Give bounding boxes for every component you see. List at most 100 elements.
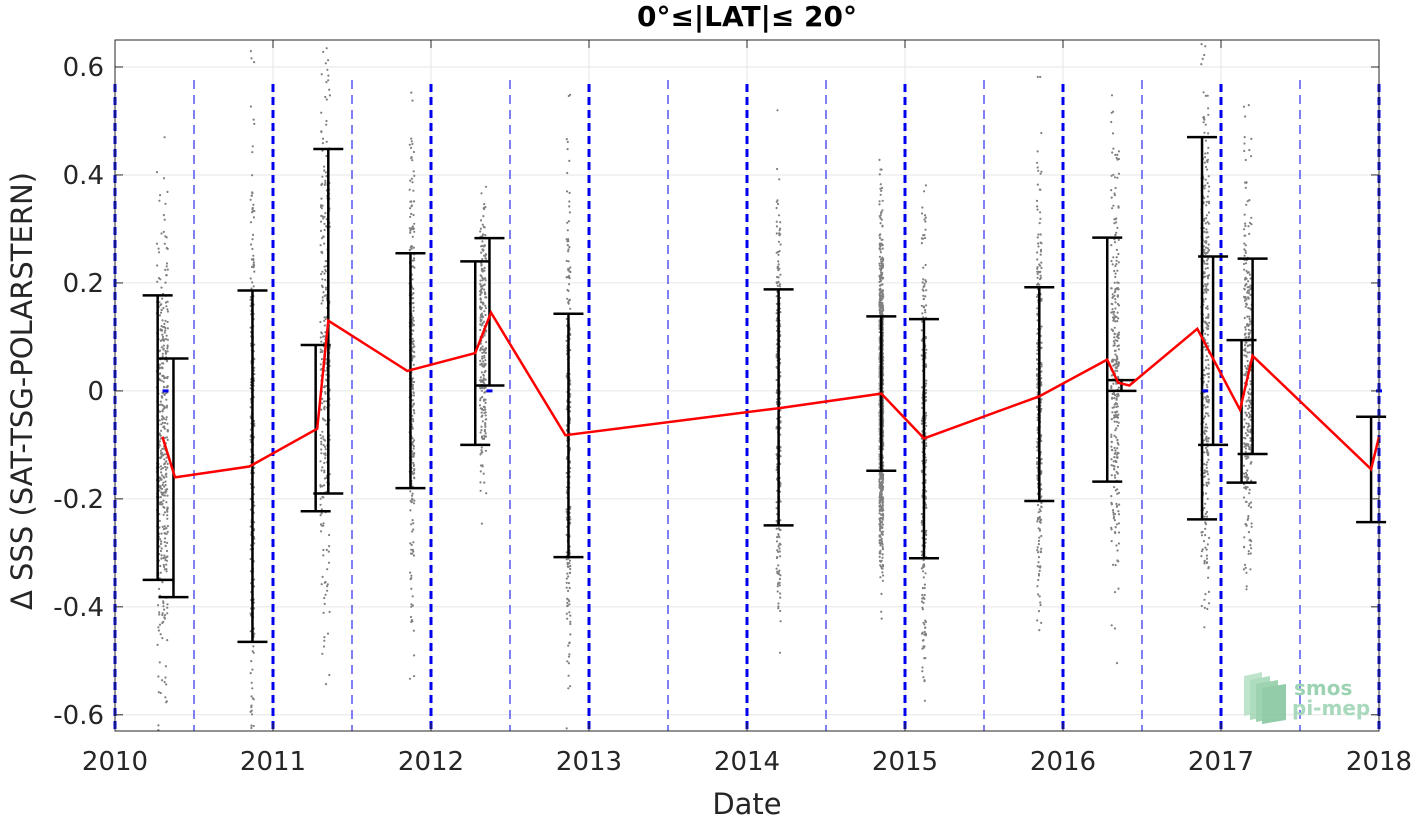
data-point xyxy=(157,724,160,727)
data-point xyxy=(1112,513,1115,516)
data-point xyxy=(1205,262,1209,265)
data-point xyxy=(480,251,483,254)
data-point xyxy=(250,287,253,290)
data-point xyxy=(481,223,484,226)
data-point xyxy=(1205,463,1208,466)
data-point xyxy=(924,220,927,223)
data-point xyxy=(565,581,568,584)
y-tick-label: 0.4 xyxy=(63,161,104,191)
data-point xyxy=(159,485,162,488)
data-point xyxy=(1244,251,1247,254)
data-point xyxy=(1205,355,1208,358)
data-point xyxy=(165,700,168,703)
data-point xyxy=(1247,104,1250,107)
data-point xyxy=(1206,305,1209,308)
data-point xyxy=(1113,486,1116,489)
data-point xyxy=(482,405,485,408)
data-point xyxy=(480,312,484,315)
data-point xyxy=(565,508,568,511)
data-point xyxy=(1246,351,1249,354)
data-point xyxy=(410,500,413,504)
data-point xyxy=(484,279,487,282)
data-point xyxy=(878,200,881,203)
data-point xyxy=(250,706,253,709)
data-point xyxy=(320,358,323,361)
data-point xyxy=(923,583,927,586)
data-point xyxy=(157,675,160,678)
data-point xyxy=(1243,149,1246,153)
data-point xyxy=(166,350,169,353)
data-point xyxy=(1248,315,1251,318)
data-point xyxy=(778,285,781,288)
data-point xyxy=(1117,421,1120,424)
data-point xyxy=(921,587,925,590)
data-point xyxy=(322,342,326,345)
data-point xyxy=(319,530,323,533)
data-point xyxy=(410,137,413,140)
data-point xyxy=(1036,619,1039,622)
data-point xyxy=(479,219,483,222)
data-point xyxy=(1115,427,1118,430)
data-point xyxy=(1116,302,1120,306)
data-point xyxy=(413,468,416,471)
data-point xyxy=(411,387,415,391)
data-point xyxy=(479,376,482,379)
data-point xyxy=(569,266,572,269)
data-point xyxy=(483,266,486,269)
data-point xyxy=(1113,452,1116,455)
data-point xyxy=(250,681,253,684)
data-point xyxy=(776,585,779,588)
data-point xyxy=(777,605,780,608)
data-point xyxy=(1036,460,1039,463)
data-point xyxy=(412,629,415,632)
data-point xyxy=(775,220,778,223)
data-point xyxy=(483,269,486,272)
data-point xyxy=(1205,236,1208,239)
data-point xyxy=(162,494,165,497)
data-point xyxy=(157,626,160,629)
data-point xyxy=(878,284,882,287)
data-point xyxy=(924,335,927,339)
data-point xyxy=(412,550,415,553)
data-point xyxy=(565,586,568,589)
data-point xyxy=(1247,443,1250,446)
data-point xyxy=(321,466,324,469)
data-point xyxy=(319,348,322,351)
data-point xyxy=(1115,221,1118,224)
data-point xyxy=(161,466,164,470)
data-point xyxy=(1202,373,1205,376)
data-point xyxy=(324,288,328,291)
data-point xyxy=(1204,492,1208,495)
data-point xyxy=(166,247,169,250)
data-point xyxy=(1040,407,1043,410)
data-point xyxy=(1205,316,1208,319)
data-point xyxy=(1205,383,1208,386)
data-point xyxy=(922,621,925,624)
error-bars xyxy=(142,135,1387,644)
data-point xyxy=(566,140,569,143)
data-point xyxy=(565,259,568,263)
data-point xyxy=(881,530,885,533)
data-point xyxy=(880,610,883,613)
data-point xyxy=(319,460,322,463)
data-point xyxy=(1039,75,1042,79)
data-point xyxy=(879,521,882,524)
data-point xyxy=(413,222,416,225)
data-point xyxy=(157,247,160,250)
data-point xyxy=(1117,150,1120,153)
data-point xyxy=(1244,500,1248,503)
data-point xyxy=(567,238,570,241)
data-point xyxy=(925,289,928,292)
data-point xyxy=(158,623,162,626)
data-point xyxy=(1244,344,1247,347)
data-point xyxy=(775,365,778,369)
data-point xyxy=(412,324,416,327)
data-point xyxy=(161,404,164,407)
data-point xyxy=(924,263,927,267)
x-tick-label: 2010 xyxy=(82,747,148,777)
data-point xyxy=(320,273,323,276)
data-point xyxy=(320,111,323,114)
data-point xyxy=(411,595,414,598)
data-point xyxy=(325,294,328,297)
data-point xyxy=(1039,603,1042,607)
